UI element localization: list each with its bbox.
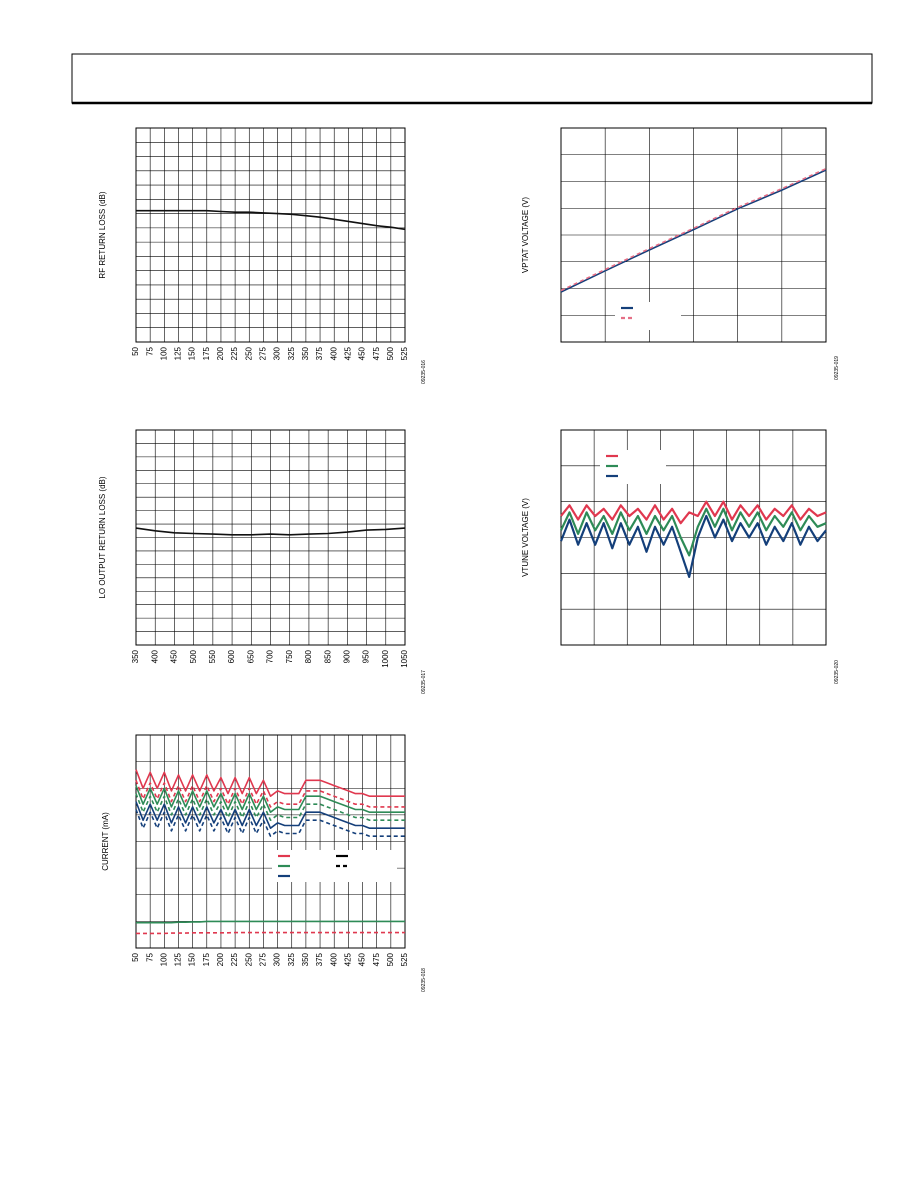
series-line [136, 931, 405, 935]
y-axis-label: RF RETURN LOSS (dB) [98, 191, 107, 278]
x-tick-label: 450 [358, 952, 367, 966]
x-tick-label: 125 [174, 952, 183, 966]
series-line [559, 514, 827, 578]
x-tick-label: 475 [372, 952, 381, 966]
x-tick-label: 250 [244, 952, 253, 966]
plot-frame [135, 127, 406, 343]
x-tick-label: 175 [202, 952, 211, 966]
series-line [135, 769, 405, 797]
x-tick-label: 325 [287, 952, 296, 966]
x-tick-label: 525 [400, 346, 409, 360]
series-line [136, 920, 405, 924]
x-tick-label: 400 [329, 952, 338, 966]
series-line [135, 809, 405, 837]
x-tick-label: 125 [174, 346, 183, 360]
x-tick-label: 750 [285, 649, 294, 663]
x-tick-label: 500 [189, 649, 198, 663]
x-tick-label: 150 [188, 346, 197, 360]
x-tick-label: 225 [230, 346, 239, 360]
x-tick-label: 1000 [381, 649, 390, 667]
y-axis-label: LO OUTPUT RETURN LOSS (dB) [98, 476, 107, 598]
x-tick-label: 525 [400, 952, 409, 966]
series-line [135, 785, 405, 813]
plot-frame [560, 429, 827, 646]
x-tick-label: 800 [304, 649, 313, 663]
y-axis-label: VTUNE VOLTAGE (V) [521, 498, 530, 577]
x-tick-label: 475 [372, 346, 381, 360]
legend-box [272, 850, 397, 882]
series-line [135, 801, 405, 829]
y-axis-label: CURRENT (mA) [101, 812, 110, 871]
x-tick-label: 225 [230, 952, 239, 966]
plot-frame [135, 429, 406, 646]
y-axis-label: VPTAT VOLTAGE (V) [521, 197, 530, 273]
x-tick-label: 550 [208, 649, 217, 663]
plot-frame [560, 127, 827, 343]
x-tick-label: 400 [329, 346, 338, 360]
x-tick-label: 600 [227, 649, 236, 663]
figure-id: 09235-019 [834, 356, 840, 380]
series-line [560, 507, 827, 557]
figure-id: 09235-016 [421, 360, 427, 384]
x-tick-label: 700 [266, 649, 275, 663]
x-tick-label: 275 [259, 346, 268, 360]
x-tick-label: 200 [216, 346, 225, 360]
x-tick-label: 350 [131, 649, 140, 663]
x-tick-label: 350 [301, 346, 310, 360]
x-tick-label: 200 [216, 952, 225, 966]
x-tick-label: 450 [170, 649, 179, 663]
header-box [71, 53, 873, 104]
plot-frame [135, 734, 406, 949]
x-tick-label: 425 [343, 346, 352, 360]
x-tick-label: 300 [273, 346, 282, 360]
x-tick-label: 400 [150, 649, 159, 663]
x-tick-label: 850 [323, 649, 332, 663]
x-tick-label: 300 [273, 952, 282, 966]
x-tick-label: 650 [246, 649, 255, 663]
legend-box [615, 302, 681, 330]
series-line [136, 209, 406, 231]
series-line [135, 527, 406, 536]
x-tick-label: 250 [244, 346, 253, 360]
x-tick-label: 375 [315, 952, 324, 966]
x-tick-label: 1050 [400, 649, 409, 667]
x-tick-label: 75 [145, 346, 154, 355]
x-tick-label: 425 [343, 952, 352, 966]
x-tick-label: 100 [159, 952, 168, 966]
x-tick-label: 100 [159, 346, 168, 360]
x-tick-label: 325 [287, 346, 296, 360]
figure-id: 09235-017 [421, 670, 427, 694]
series-line [135, 780, 405, 808]
figure-id: 09235-020 [834, 660, 840, 684]
x-tick-label: 500 [386, 952, 395, 966]
x-tick-label: 275 [259, 952, 268, 966]
series-line [560, 169, 827, 293]
series-line [135, 793, 405, 821]
x-tick-label: 50 [131, 346, 140, 355]
x-tick-label: 350 [301, 952, 310, 966]
x-tick-label: 500 [386, 346, 395, 360]
x-tick-label: 375 [315, 346, 324, 360]
x-tick-label: 900 [342, 649, 351, 663]
x-tick-label: 150 [188, 952, 197, 966]
x-tick-label: 950 [362, 649, 371, 663]
x-tick-label: 75 [145, 952, 154, 961]
series-line [560, 500, 827, 525]
x-tick-label: 450 [358, 346, 367, 360]
figure-id: 09235-018 [421, 968, 427, 992]
x-tick-label: 175 [202, 346, 211, 360]
x-tick-label: 50 [131, 952, 140, 961]
